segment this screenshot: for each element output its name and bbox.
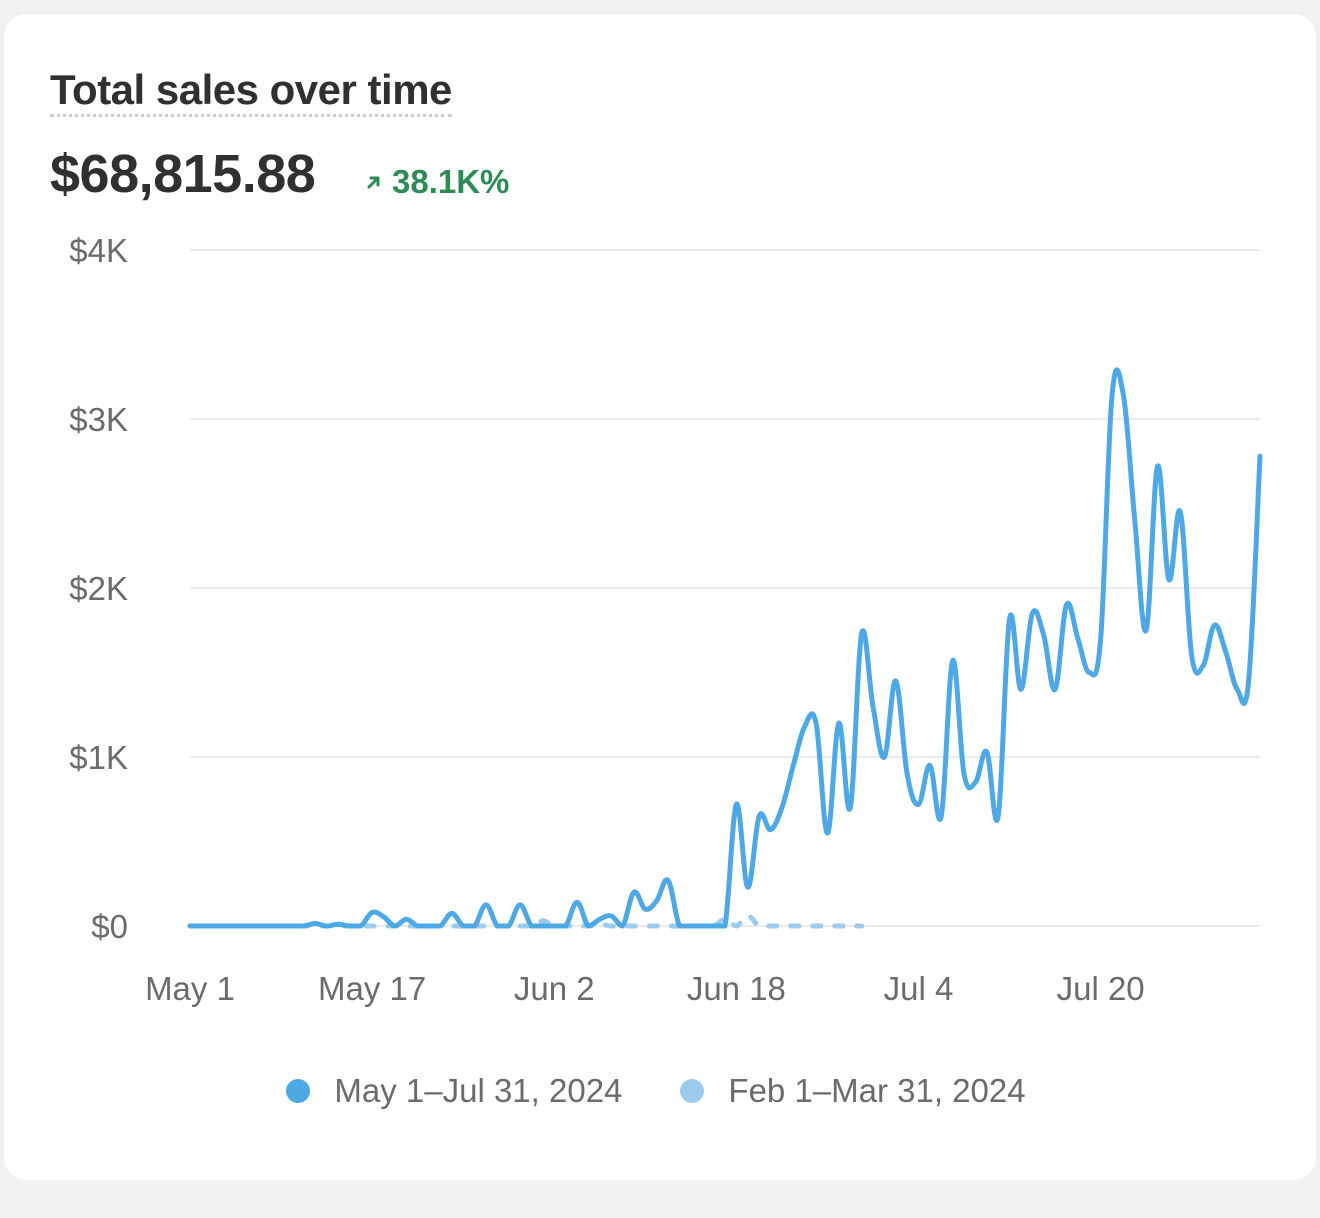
chart-title[interactable]: Total sales over time <box>50 66 452 117</box>
line-chart: $0 $1K $2K $3K $4K May 1 May 17 Jun 2 Jun 18 Jul… <box>69 232 1263 1007</box>
x-tick-label: May 17 <box>318 970 426 1007</box>
x-tick-label: Jul 20 <box>1057 970 1145 1007</box>
legend-dot-comparison <box>680 1079 705 1103</box>
total-sales-value: $68,815.88 <box>50 144 316 204</box>
legend-dot-current <box>286 1079 311 1103</box>
sales-card: Total sales over time $68,815.88 38.1K% <box>4 14 1316 1180</box>
change-percent: 38.1K% <box>392 163 510 200</box>
legend-label-current: May 1–Jul 31, 2024 <box>334 1072 623 1109</box>
y-tick-label: $3K <box>69 401 128 438</box>
series-lines <box>187 367 1263 929</box>
x-tick-label: Jun 2 <box>514 970 595 1007</box>
grid-lines <box>190 249 1260 927</box>
legend-item-current[interactable]: May 1–Jul 31, 2024 <box>286 1072 622 1110</box>
x-axis-labels: May 1 May 17 Jun 2 Jun 18 Jul 4 Jul 20 <box>145 970 1145 1007</box>
y-tick-label: $0 <box>91 908 128 945</box>
y-tick-label: $1K <box>69 739 128 776</box>
legend-label-comparison: Feb 1–Mar 31, 2024 <box>728 1072 1026 1109</box>
x-tick-label: May 1 <box>145 970 235 1007</box>
legend: May 1–Jul 31, 2024 Feb 1–Mar 31, 2024 <box>0 1072 1312 1110</box>
y-axis-labels: $0 $1K $2K $3K $4K <box>69 232 128 945</box>
x-tick-label: Jun 18 <box>687 970 786 1007</box>
series-line-current <box>187 367 1263 929</box>
change-indicator: 38.1K% <box>366 162 509 202</box>
x-tick-label: Jul 4 <box>884 970 954 1007</box>
y-tick-label: $4K <box>69 232 128 269</box>
legend-item-comparison[interactable]: Feb 1–Mar 31, 2024 <box>680 1072 1026 1110</box>
arrow-up-right-icon <box>367 176 380 189</box>
y-tick-label: $2K <box>69 570 128 607</box>
